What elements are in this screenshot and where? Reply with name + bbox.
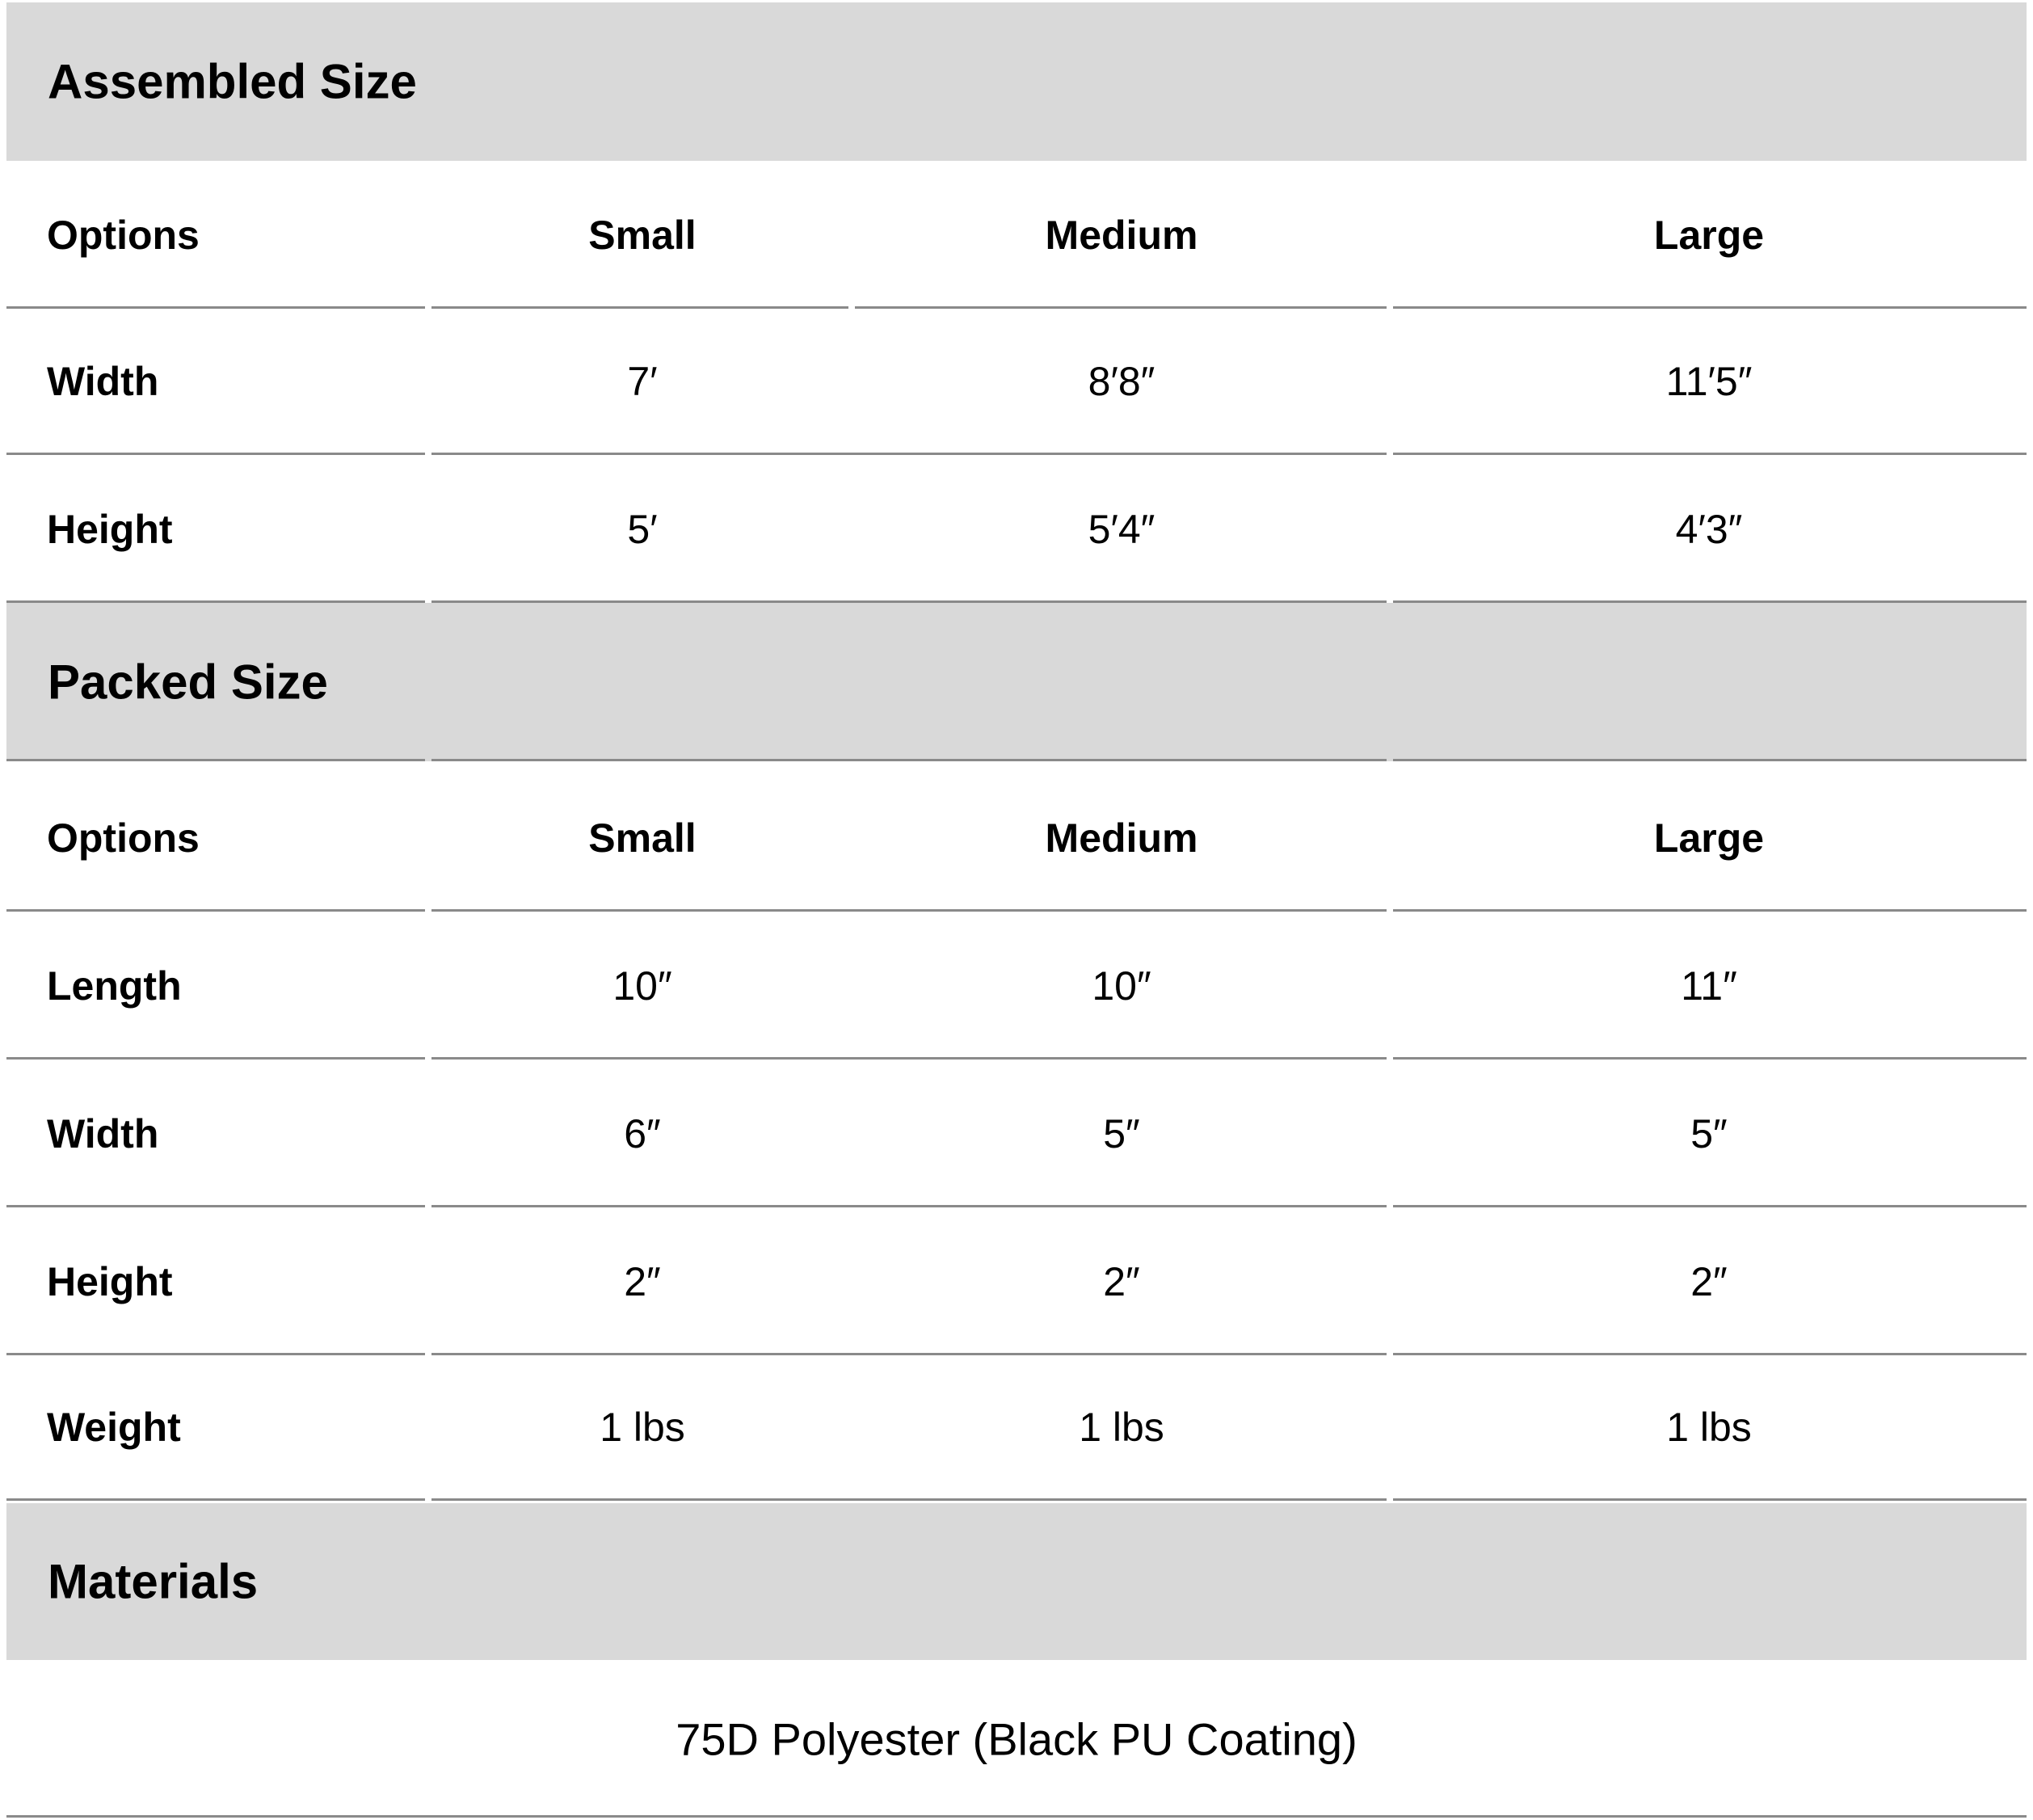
row-divider	[1393, 1353, 2027, 1355]
row-divider	[6, 1353, 425, 1355]
row-label: Width	[47, 1110, 159, 1156]
materials-value: 75D Polyester (Black PU Coating)	[676, 1713, 1357, 1764]
row-divider	[1393, 1498, 2027, 1501]
cell-value: 5′	[627, 506, 658, 552]
row-label: Width	[47, 358, 159, 404]
options-label: Options	[47, 212, 200, 258]
row-divider	[6, 306, 425, 309]
row-divider	[1393, 1205, 2027, 1207]
table-row: Height 2″ 2″ 2″	[0, 1207, 2033, 1355]
size-column-header: Small	[588, 212, 697, 258]
options-header-row: Options Small Medium Large	[0, 764, 2033, 912]
size-column-header: Large	[1653, 815, 1765, 861]
row-divider	[6, 453, 425, 455]
row-divider	[431, 1498, 1387, 1501]
cell-value: 5′4″	[1088, 506, 1155, 552]
row-divider	[1393, 759, 2027, 761]
size-column-header: Small	[588, 815, 697, 861]
table-row: Length 10″ 10″ 11″	[0, 912, 2033, 1060]
cell-value: 1 lbs	[1079, 1404, 1164, 1450]
size-column-header: Large	[1653, 212, 1765, 258]
cell-value: 5″	[1690, 1110, 1728, 1156]
table-row: Width 6″ 5″ 5″	[0, 1060, 2033, 1207]
section-title: Packed Size	[48, 655, 328, 710]
cell-value: 7′	[627, 358, 658, 404]
row-divider	[431, 453, 1387, 455]
row-divider	[1393, 1057, 2027, 1060]
table-row: Height 5′ 5′4″ 4′3″	[0, 455, 2033, 603]
cell-value: 11″	[1681, 963, 1737, 1009]
row-divider	[6, 1205, 425, 1207]
row-divider	[6, 759, 425, 761]
row-divider	[1393, 909, 2027, 912]
table-row: Weight 1 lbs 1 lbs 1 lbs	[0, 1353, 2033, 1501]
size-column-header: Medium	[1045, 815, 1198, 861]
cell-value: 11′5″	[1665, 358, 1753, 404]
row-divider	[855, 306, 1387, 309]
row-divider	[1393, 600, 2027, 603]
row-divider	[6, 1498, 425, 1501]
row-label: Height	[47, 506, 173, 552]
table-row: Width 7′ 8′8″ 11′5″	[0, 307, 2033, 455]
section-header: Packed Size	[6, 603, 2027, 761]
cell-value: 5″	[1103, 1110, 1140, 1156]
row-divider	[6, 1815, 2027, 1818]
row-label: Height	[47, 1258, 173, 1304]
cell-value: 10″	[612, 963, 672, 1009]
cell-value: 2″	[1690, 1258, 1728, 1304]
band-divider	[0, 613, 2033, 761]
row-divider	[6, 909, 425, 912]
options-header-row: Options Small Medium Large	[0, 161, 2033, 309]
cell-value: 2″	[1103, 1258, 1140, 1304]
cell-value: 10″	[1092, 963, 1151, 1009]
size-column-header: Medium	[1045, 212, 1198, 258]
section-title: Assembled Size	[48, 54, 417, 109]
row-divider	[431, 1353, 1387, 1355]
cell-value: 8′8″	[1088, 358, 1155, 404]
cell-value: 1 lbs	[600, 1404, 685, 1450]
cell-value: 4′3″	[1675, 506, 1743, 552]
cell-value: 6″	[624, 1110, 661, 1156]
cell-value: 2″	[624, 1258, 661, 1304]
row-divider	[431, 1205, 1387, 1207]
row-divider	[6, 600, 425, 603]
row-divider	[431, 600, 1387, 603]
cell-value: 1 lbs	[1666, 1404, 1752, 1450]
materials-row: 75D Polyester (Black PU Coating)	[0, 1660, 2033, 1818]
row-divider	[431, 909, 1387, 912]
row-divider	[1393, 453, 2027, 455]
row-label: Length	[47, 963, 182, 1009]
row-divider	[431, 1057, 1387, 1060]
materials-header: Materials	[6, 1503, 2027, 1660]
row-label: Weight	[47, 1404, 181, 1450]
options-label: Options	[47, 815, 200, 861]
row-divider	[431, 759, 1387, 761]
row-divider	[6, 1057, 425, 1060]
row-divider	[431, 306, 848, 309]
materials-title: Materials	[48, 1554, 259, 1609]
row-divider	[1393, 306, 2027, 309]
section-header: Assembled Size	[6, 2, 2027, 161]
